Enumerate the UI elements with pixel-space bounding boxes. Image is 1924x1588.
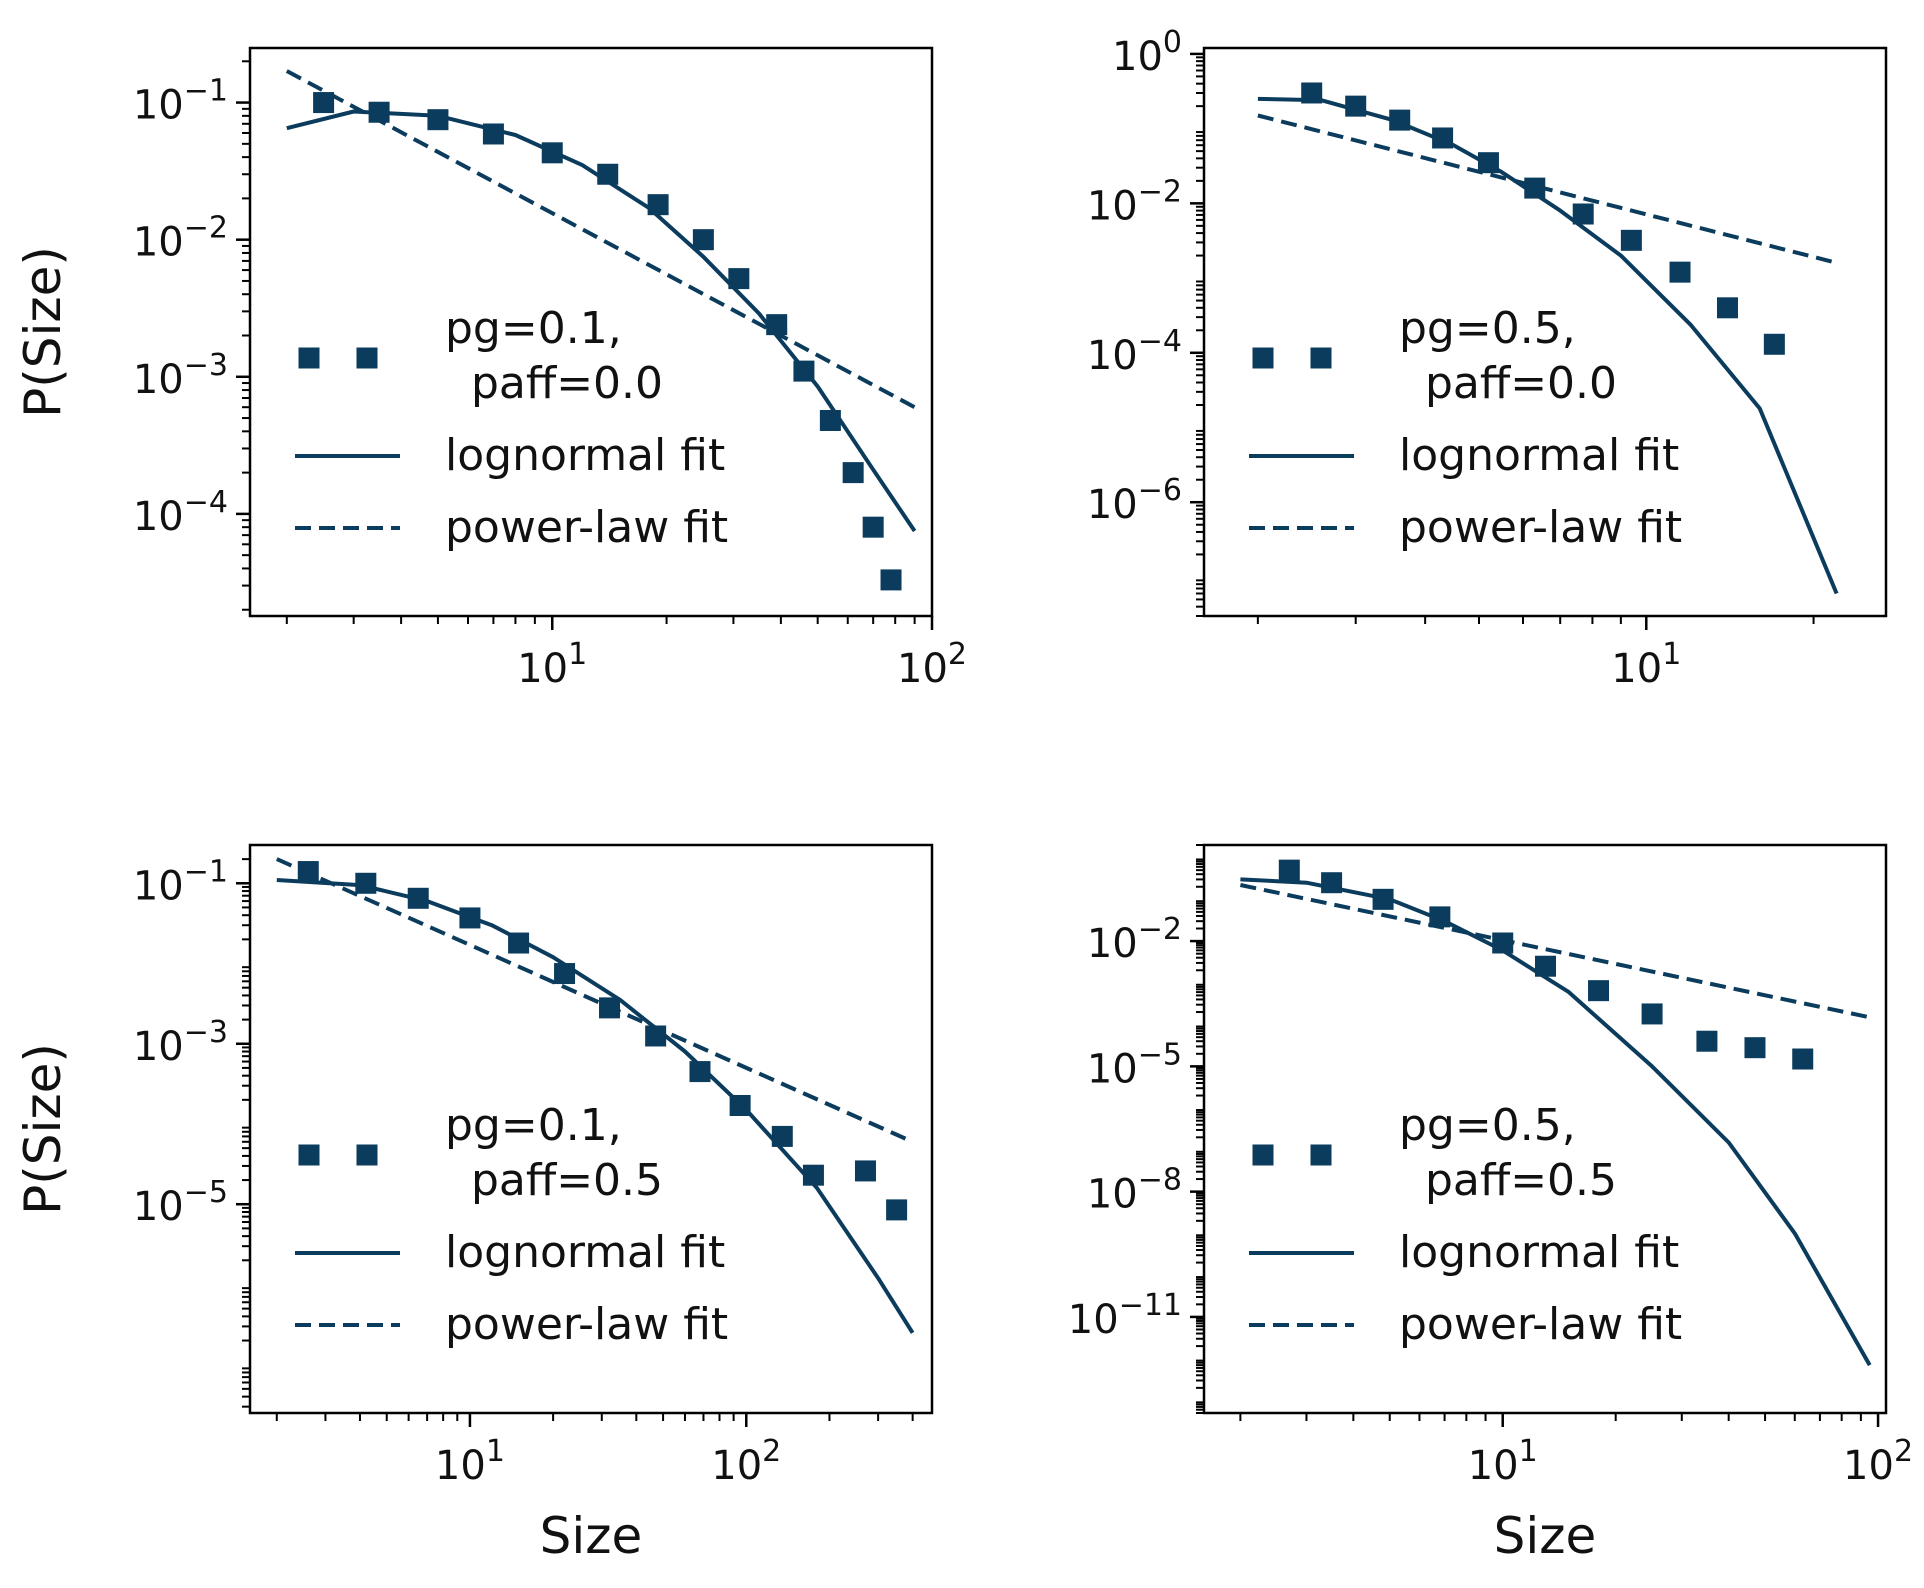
y-tick-label: 100 bbox=[1112, 25, 1182, 80]
plot-area bbox=[1239, 859, 1872, 1367]
data-point bbox=[1588, 980, 1610, 1002]
y-tick-label: 10−1 bbox=[133, 854, 228, 909]
data-point bbox=[886, 1199, 908, 1221]
data-point bbox=[1534, 955, 1556, 977]
power-law-fit-line bbox=[275, 857, 914, 1144]
panel-bottom-right: 101 102 10−2 10−5 10−8 10−11 pg=0.5, paff=0.5 l… bbox=[1068, 843, 1913, 1565]
y-tick-label: 10−2 bbox=[133, 211, 228, 266]
axes-frame bbox=[1202, 46, 1888, 618]
y-axis-label: P(Size) bbox=[14, 1043, 72, 1215]
data-point bbox=[880, 569, 902, 591]
legend-label: pg=0.1, paff=0.0 bbox=[445, 303, 663, 409]
data-point bbox=[1669, 261, 1691, 283]
axes-frame bbox=[1202, 843, 1888, 1415]
y-tick-label: 10−1 bbox=[133, 74, 228, 129]
legend-label: power-law fit bbox=[1399, 1299, 1682, 1350]
y-tick-label: 10−8 bbox=[1087, 1163, 1182, 1218]
y-axis-label: P(Size) bbox=[14, 246, 72, 418]
y-tick-label: 10−2 bbox=[1087, 912, 1182, 967]
plot-area bbox=[285, 69, 917, 591]
legend: pg=0.1, paff=0.5 lognormal fit power-law f… bbox=[295, 1100, 728, 1350]
data-point bbox=[1278, 859, 1300, 881]
x-tick-label: 101 bbox=[517, 637, 587, 692]
x-axis-label: Size bbox=[1494, 1507, 1597, 1565]
data-point bbox=[1763, 333, 1785, 355]
legend-label: pg=0.1, paff=0.5 bbox=[445, 1100, 663, 1206]
data-point bbox=[692, 229, 714, 251]
x-axis-label: Size bbox=[540, 1507, 643, 1565]
legend-label: lognormal fit bbox=[1399, 1227, 1679, 1278]
legend-label: power-law fit bbox=[445, 502, 728, 553]
data-point bbox=[1620, 229, 1642, 251]
data-point bbox=[427, 109, 449, 131]
y-tick-label: 10−11 bbox=[1068, 1288, 1182, 1343]
data-point bbox=[1744, 1037, 1766, 1059]
legend-marker bbox=[298, 1144, 320, 1166]
panel-top-left: 101 102 10−1 10−2 10−3 10−4 pg=0.1, paff=0.0 lo… bbox=[14, 46, 967, 692]
power-law-fit-line bbox=[285, 69, 916, 409]
data-point bbox=[842, 462, 864, 484]
x-tick-label: 101 bbox=[1611, 637, 1681, 692]
axes-frame bbox=[248, 843, 934, 1415]
lognormal-fit-line bbox=[1240, 877, 1872, 1367]
data-point bbox=[862, 516, 884, 538]
axes-frame bbox=[248, 46, 934, 618]
y-tick-label: 10−4 bbox=[1087, 324, 1182, 379]
legend-marker bbox=[1310, 347, 1332, 369]
legend-marker bbox=[356, 1144, 378, 1166]
data-point bbox=[689, 1061, 711, 1083]
plot-area bbox=[1257, 82, 1839, 595]
y-tick-label: 10−5 bbox=[1087, 1037, 1182, 1092]
legend-label: lognormal fit bbox=[445, 430, 725, 481]
legend-label: lognormal fit bbox=[1399, 430, 1679, 481]
x-tick-label: 101 bbox=[1468, 1434, 1538, 1489]
data-point bbox=[1792, 1048, 1814, 1070]
legend-label: power-law fit bbox=[1399, 502, 1682, 553]
legend-marker bbox=[1310, 1144, 1332, 1166]
data-point bbox=[1641, 1003, 1663, 1025]
legend-marker bbox=[1252, 347, 1274, 369]
data-point bbox=[728, 268, 750, 290]
legend-marker bbox=[298, 347, 320, 369]
y-tick-label: 10−5 bbox=[133, 1175, 228, 1230]
legend-label: lognormal fit bbox=[445, 1227, 725, 1278]
plot-area bbox=[275, 857, 915, 1334]
y-tick-label: 10−3 bbox=[133, 1015, 228, 1070]
legend: pg=0.5, paff=0.0 lognormal fit power-law f… bbox=[1249, 303, 1682, 553]
y-tick-label: 10−2 bbox=[1087, 174, 1182, 229]
x-tick-label: 101 bbox=[435, 1434, 505, 1489]
data-point bbox=[1572, 203, 1594, 225]
panel-bottom-left: 101 102 10−1 10−3 10−5 pg=0.1, paff=0.5 lognor… bbox=[14, 843, 934, 1565]
data-point bbox=[1696, 1030, 1718, 1052]
power-law-fit-line bbox=[1257, 113, 1838, 265]
data-point bbox=[313, 92, 335, 114]
data-point bbox=[1716, 297, 1738, 319]
data-point bbox=[854, 1160, 876, 1182]
lognormal-fit-line bbox=[1257, 96, 1839, 595]
power-law-fit-line bbox=[1239, 883, 1871, 1020]
lognormal-fit-line bbox=[286, 109, 917, 533]
x-tick-label: 102 bbox=[711, 1434, 781, 1489]
legend-label: power-law fit bbox=[445, 1299, 728, 1350]
panel-top-right: 101 100 10−2 10−4 10−6 pg=0.5, paff=0.0 lognor… bbox=[1087, 25, 1888, 692]
y-tick-label: 10−3 bbox=[133, 348, 228, 403]
legend-marker bbox=[1252, 1144, 1274, 1166]
legend: pg=0.1, paff=0.0 lognormal fit power-law f… bbox=[295, 303, 728, 553]
x-tick-label: 102 bbox=[1843, 1434, 1913, 1489]
legend-label: pg=0.5, paff=0.5 bbox=[1399, 1100, 1617, 1206]
lognormal-fit-line bbox=[276, 878, 915, 1334]
y-tick-label: 10−6 bbox=[1087, 473, 1182, 528]
legend: pg=0.5, paff=0.5 lognormal fit power-law f… bbox=[1249, 1100, 1682, 1350]
legend-marker bbox=[356, 347, 378, 369]
y-tick-label: 10−4 bbox=[133, 485, 228, 540]
legend-label: pg=0.5, paff=0.0 bbox=[1399, 303, 1617, 409]
x-tick-label: 102 bbox=[897, 637, 967, 692]
